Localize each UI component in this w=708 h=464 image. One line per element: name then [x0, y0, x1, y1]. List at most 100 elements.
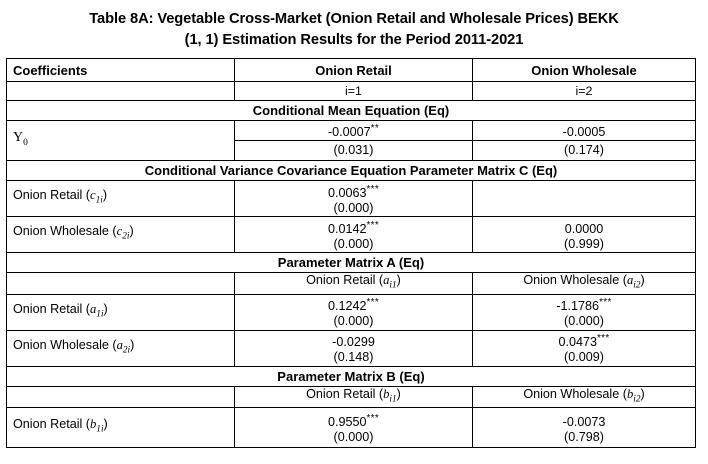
significance-stars: ***	[366, 412, 380, 424]
value-line: 0.0063***	[241, 182, 466, 201]
label-subscript: 2i	[122, 345, 131, 356]
value-text: -0.0299	[332, 335, 375, 350]
label-subscript: 2i	[122, 231, 130, 242]
matrix-b-header-blank	[6, 385, 235, 409]
significance-stars: **	[370, 123, 380, 134]
pvalue-line: (0.000)	[333, 200, 374, 215]
significance-stars: ***	[366, 183, 380, 195]
label-symbol: b	[383, 386, 390, 401]
label-subscript: i2	[633, 394, 641, 405]
subheader-i2: i=2	[472, 81, 696, 101]
matrix-b-header-wholesale: Onion Wholesale (bi2)	[472, 385, 696, 409]
cell-c1i-wholesale	[472, 180, 696, 218]
label-text: Onion Retail (	[13, 301, 90, 316]
cell-gamma0-retail-value: -0.0007**	[234, 119, 473, 142]
label-symbol: b	[90, 417, 97, 432]
matrix-b-header-retail: Onion Retail (bi1)	[234, 385, 473, 409]
label-text: Onion Wholesale (	[13, 224, 117, 239]
cell-gamma0-wholesale-value: -0.0005	[472, 119, 696, 142]
pvalue-line: (0.000)	[333, 236, 374, 251]
label-subscript: i1	[389, 280, 397, 291]
row-label-a2i: Onion Wholesale (a2i)	[6, 329, 235, 367]
label-close: )	[102, 188, 108, 203]
bekk-results-table: Coefficients Onion Retail Onion Wholesal…	[6, 58, 696, 449]
page-title-line1: Table 8A: Vegetable Cross-Market (Onion …	[89, 11, 619, 27]
table-row: Onion Retail (b1i) 0.9550*** (0.000) -0.…	[6, 407, 696, 449]
cell-b1i-retail: 0.9550*** (0.000)	[234, 407, 473, 449]
row-label-c2i: Onion Wholesale (c2i)	[6, 216, 235, 254]
value-text: 0.0473	[558, 335, 597, 350]
label-text: Onion Retail (	[13, 417, 90, 432]
significance-stars: ***	[366, 297, 380, 309]
value-text: 0.1242	[327, 299, 367, 314]
label-text: Onion Wholesale (	[13, 337, 117, 352]
value-line: 0.0473***	[479, 331, 689, 350]
value-line: 0.0000	[479, 218, 689, 237]
label-symbol: a	[116, 337, 123, 352]
cell-b1i-wholesale: -0.0073 (0.798)	[472, 407, 696, 449]
pvalue-line: (0.148)	[333, 350, 374, 365]
pvalue-line: (0.000)	[333, 429, 374, 444]
label-symbol: b	[626, 386, 634, 401]
label-subscript: i1	[389, 394, 397, 405]
label-text: Onion Retail (	[306, 273, 384, 288]
row-label-b1i: Onion Retail (b1i)	[6, 407, 235, 449]
row-label-a1i: Onion Retail (a1i)	[6, 293, 235, 331]
label-text: Onion Retail (	[13, 188, 90, 203]
header-onion-wholesale: Onion Wholesale	[472, 58, 696, 82]
page-title-line2: (1, 1) Estimation Results for the Period…	[184, 32, 524, 48]
section-title-mean-equation: Conditional Mean Equation (Eq)	[6, 100, 696, 121]
value-text: 0.0000	[564, 221, 604, 236]
section-row-mean-equation: Conditional Mean Equation (Eq)	[6, 100, 696, 121]
gamma-symbol: Υ0	[13, 130, 28, 148]
value-text: -1.1786	[556, 299, 600, 314]
pvalue-line: (0.009)	[564, 350, 604, 365]
label-text: Onion Retail (	[306, 386, 384, 401]
row-label-gamma0: Υ0	[6, 119, 235, 162]
cell-gamma0-wholesale-pvalue: (0.174)	[472, 140, 696, 162]
matrix-a-header-retail: Onion Retail (ai1)	[234, 272, 473, 295]
row-label-c1i: Onion Retail (c1i)	[6, 180, 235, 218]
table-row: Onion Wholesale (a2i) -0.0299 (0.148) 0.…	[6, 329, 696, 367]
section-title-matrix-a: Parameter Matrix A (Eq)	[6, 252, 696, 274]
cell-a1i-retail: 0.1242*** (0.000)	[234, 293, 473, 331]
page-title: Table 8A: Vegetable Cross-Market (Onion …	[34, 9, 674, 51]
table-row: Υ0 -0.0007** -0.0005	[6, 119, 696, 162]
matrix-a-header-wholesale: Onion Wholesale (ai2)	[472, 272, 696, 295]
label-symbol: a	[90, 301, 97, 316]
label-text: Onion Wholesale (	[523, 386, 627, 401]
table-subheader-row: i=1 i=2	[6, 81, 696, 101]
label-close: )	[396, 273, 401, 288]
cell-a2i-wholesale: 0.0473*** (0.009)	[472, 329, 696, 367]
label-subscript: 1i	[95, 195, 103, 206]
label-close: )	[130, 337, 135, 352]
subheader-i1: i=1	[234, 81, 473, 101]
value-line: -1.1786***	[479, 295, 689, 314]
label-subscript: 1i	[96, 309, 104, 320]
label-symbol: a	[383, 273, 390, 288]
label-close: )	[129, 224, 134, 239]
value-text: -0.0073	[562, 414, 606, 429]
value-text: 0.0063	[327, 185, 367, 200]
cell-gamma0-retail-pvalue: (0.031)	[234, 140, 473, 162]
table-row: Onion Retail (a1i) 0.1242*** (0.000) -1.…	[6, 293, 696, 331]
header-coefficients: Coefficients	[6, 58, 235, 82]
section-row-matrix-a: Parameter Matrix A (Eq)	[6, 252, 696, 274]
value-line: 0.9550***	[241, 411, 466, 430]
label-close: )	[640, 273, 645, 288]
label-close: )	[396, 386, 401, 401]
label-subscript: i2	[633, 280, 641, 291]
table-header-row: Coefficients Onion Retail Onion Wholesal…	[6, 58, 696, 82]
subheader-blank	[6, 81, 235, 101]
label-text: Onion Wholesale (	[523, 273, 627, 288]
gamma-subscript: 0	[23, 137, 28, 148]
pvalue-line: (0.000)	[333, 314, 374, 329]
label-symbol: a	[626, 273, 634, 288]
value-text: 0.9550	[327, 414, 367, 429]
pvalue-line: (0.999)	[564, 236, 604, 251]
matrix-b-column-header-row: Onion Retail (bi1) Onion Wholesale (bi2)	[6, 385, 696, 409]
pvalue-line: (0.798)	[564, 429, 604, 444]
label-subscript: 1i	[96, 424, 104, 435]
table-row: Onion Wholesale (c2i) 0.0142*** (0.000) …	[6, 216, 696, 254]
label-symbol: c	[90, 188, 96, 203]
